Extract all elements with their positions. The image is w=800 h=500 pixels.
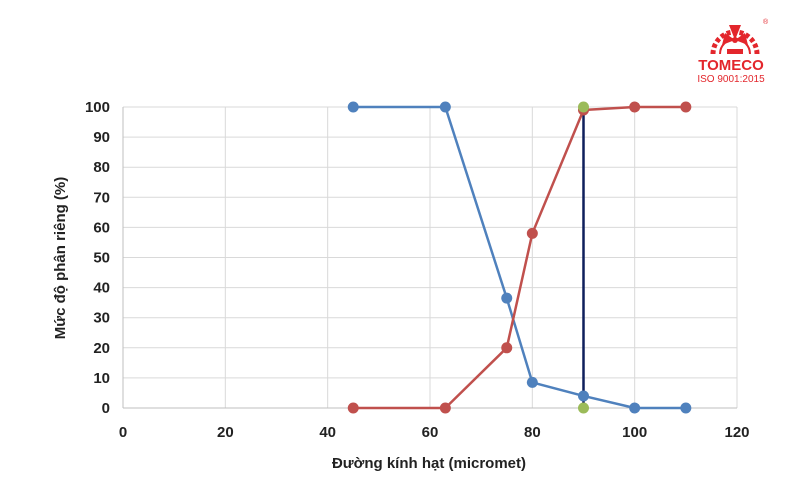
- logo-certification: ISO 9001:2015: [697, 74, 765, 85]
- y-tick-label: 90: [93, 129, 110, 146]
- y-tick-label: 100: [85, 99, 110, 116]
- series-2-point: [526, 227, 538, 239]
- x-tick-label: 100: [622, 424, 647, 441]
- y-tick-label: 50: [93, 250, 110, 267]
- x-tick-label: 20: [217, 424, 234, 441]
- series-1-point: [347, 101, 359, 113]
- series-2-point: [629, 101, 641, 113]
- series-2-point: [680, 101, 692, 113]
- trademark-symbol: ®: [763, 18, 769, 26]
- y-tick-label: 30: [93, 310, 110, 327]
- y-tick-label: 70: [93, 189, 110, 206]
- tomeco-emblem-icon: ®: [710, 18, 769, 55]
- cut-size-marker-point: [578, 101, 589, 113]
- series-2-point: [439, 402, 451, 414]
- y-tick-label: 60: [93, 219, 110, 236]
- x-axis-title: Đường kính hạt (micromet): [332, 455, 526, 472]
- cut-size-marker-point: [578, 402, 589, 414]
- x-tick-label: 60: [422, 424, 439, 441]
- grid: [123, 106, 738, 408]
- x-tick-label: 120: [724, 424, 749, 441]
- series-1-point: [439, 101, 451, 113]
- y-tick-label: 0: [102, 400, 110, 417]
- y-tick-label: 80: [93, 159, 110, 176]
- series-1-point: [501, 292, 513, 304]
- y-tick-labels: 0 10 20 30 40 50 60 70 80 90 100: [85, 99, 110, 417]
- y-tick-label: 20: [93, 340, 110, 357]
- series-1-point: [629, 402, 641, 414]
- series-1-point: [578, 390, 589, 402]
- x-tick-label: 0: [119, 424, 127, 441]
- tomeco-logo: ® TOMECO ISO 9001:2015: [697, 18, 769, 85]
- y-tick-label: 10: [93, 370, 110, 387]
- x-tick-label: 80: [524, 424, 541, 441]
- series-2-point: [501, 342, 513, 354]
- logo-name: TOMECO: [698, 57, 764, 74]
- y-axis-title: Mức độ phân riêng (%): [52, 177, 69, 340]
- x-tick-label: 40: [319, 424, 336, 441]
- series-2-point: [347, 402, 359, 414]
- y-tick-label: 40: [93, 280, 110, 297]
- series-1-point: [680, 402, 692, 414]
- series: [347, 101, 692, 414]
- series-1-point: [526, 376, 538, 388]
- x-tick-labels: 0 20 40 60 80 100 120: [119, 424, 750, 441]
